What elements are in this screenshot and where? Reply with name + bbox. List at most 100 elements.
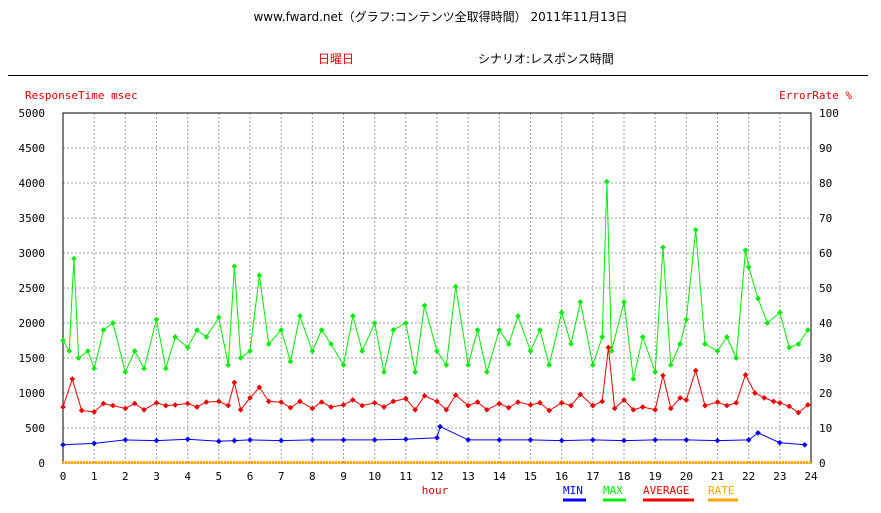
data-point-max: [639, 334, 646, 340]
data-point-average: [621, 397, 627, 403]
data-point-min: [496, 437, 503, 443]
data-point-rate: [218, 461, 220, 464]
data-point-average: [527, 402, 534, 408]
data-point-average: [172, 402, 179, 408]
data-point-rate: [692, 461, 694, 464]
data-point-rate: [101, 461, 103, 464]
series-group: [60, 178, 811, 464]
data-point-average: [465, 402, 472, 409]
x-tick-label: 20: [680, 470, 693, 483]
data-point-rate: [533, 461, 535, 464]
y-right-tick-label: 80: [819, 177, 832, 190]
data-point-rate: [479, 461, 481, 464]
data-point-average: [194, 404, 200, 410]
data-point-min: [621, 437, 627, 444]
data-point-min: [215, 438, 222, 445]
data-point-max: [452, 283, 459, 290]
y-axis-right-label: ErrorRate %: [779, 89, 852, 102]
data-point-rate: [158, 461, 160, 464]
data-point-rate: [695, 461, 697, 464]
data-point-rate: [122, 461, 124, 464]
data-point-rate: [641, 461, 643, 464]
data-point-rate: [461, 461, 463, 464]
data-point-rate: [230, 461, 232, 464]
data-point-average: [328, 404, 334, 410]
data-point-rate: [515, 461, 517, 464]
data-point-rate: [509, 461, 511, 464]
data-point-average: [558, 399, 565, 406]
data-point-rate: [314, 461, 316, 464]
data-point-rate: [113, 461, 115, 464]
data-point-max: [297, 313, 303, 319]
data-point-max: [225, 362, 232, 368]
data-point-rate: [353, 461, 355, 464]
data-point-rate: [227, 461, 229, 464]
data-point-rate: [527, 461, 529, 464]
data-point-average: [318, 399, 325, 405]
data-point-rate: [356, 461, 358, 464]
data-point-rate: [62, 461, 64, 464]
data-point-rate: [683, 461, 685, 464]
data-point-max: [340, 362, 347, 368]
data-point-min: [652, 437, 659, 443]
data-point-rate: [551, 461, 553, 464]
data-point-rate: [323, 461, 325, 464]
data-point-max: [702, 341, 708, 347]
data-point-rate: [635, 461, 637, 464]
data-point-average: [60, 404, 66, 410]
data-point-rate: [440, 461, 442, 464]
data-point-min: [309, 437, 316, 443]
data-point-average: [786, 403, 793, 410]
data-point-rate: [362, 461, 364, 464]
data-point-rate: [500, 461, 502, 464]
chart-title: www.fward.net（グラフ:コンテンツ全取得時間） 2011年11月13…: [253, 10, 628, 24]
data-point-max: [75, 355, 82, 361]
x-tick-label: 15: [524, 470, 537, 483]
data-point-rate: [272, 461, 274, 464]
data-point-max: [247, 348, 253, 354]
y-left-tick-label: 0: [38, 457, 45, 470]
data-point-rate: [647, 461, 649, 464]
data-point-rate: [704, 461, 706, 464]
data-point-rate: [482, 461, 484, 464]
data-point-rate: [644, 461, 646, 464]
data-point-rate: [521, 461, 523, 464]
data-point-rate: [758, 461, 760, 464]
data-point-average: [639, 404, 646, 410]
data-point-rate: [779, 461, 781, 464]
data-point-min: [247, 437, 253, 443]
data-point-rate: [305, 461, 307, 464]
data-point-min: [60, 441, 66, 448]
data-point-rate: [584, 461, 586, 464]
data-point-max: [91, 365, 98, 372]
data-point-rate: [392, 461, 394, 464]
data-point-rate: [431, 461, 433, 464]
data-point-rate: [155, 461, 157, 464]
data-point-rate: [773, 461, 775, 464]
data-point-rate: [83, 461, 85, 464]
data-point-max: [350, 313, 356, 319]
data-point-average: [505, 404, 512, 411]
data-point-average: [78, 407, 85, 414]
data-point-rate: [713, 461, 715, 464]
data-point-rate: [206, 461, 208, 464]
data-point-rate: [347, 461, 349, 464]
data-point-rate: [68, 461, 70, 464]
data-point-max: [412, 369, 419, 375]
data-point-rate: [389, 461, 391, 464]
data-point-min: [465, 437, 472, 443]
data-point-max: [122, 369, 129, 375]
data-point-rate: [191, 461, 193, 464]
data-point-min: [153, 437, 160, 444]
data-point-rate: [554, 461, 556, 464]
data-point-rate: [266, 461, 268, 464]
data-point-rate: [467, 461, 469, 464]
data-point-rate: [401, 461, 403, 464]
data-point-max: [172, 334, 179, 340]
data-point-rate: [344, 461, 346, 464]
data-point-rate: [245, 461, 247, 464]
data-point-average: [297, 398, 303, 405]
data-point-rate: [560, 461, 562, 464]
data-point-rate: [119, 461, 121, 464]
data-point-min: [801, 441, 808, 448]
